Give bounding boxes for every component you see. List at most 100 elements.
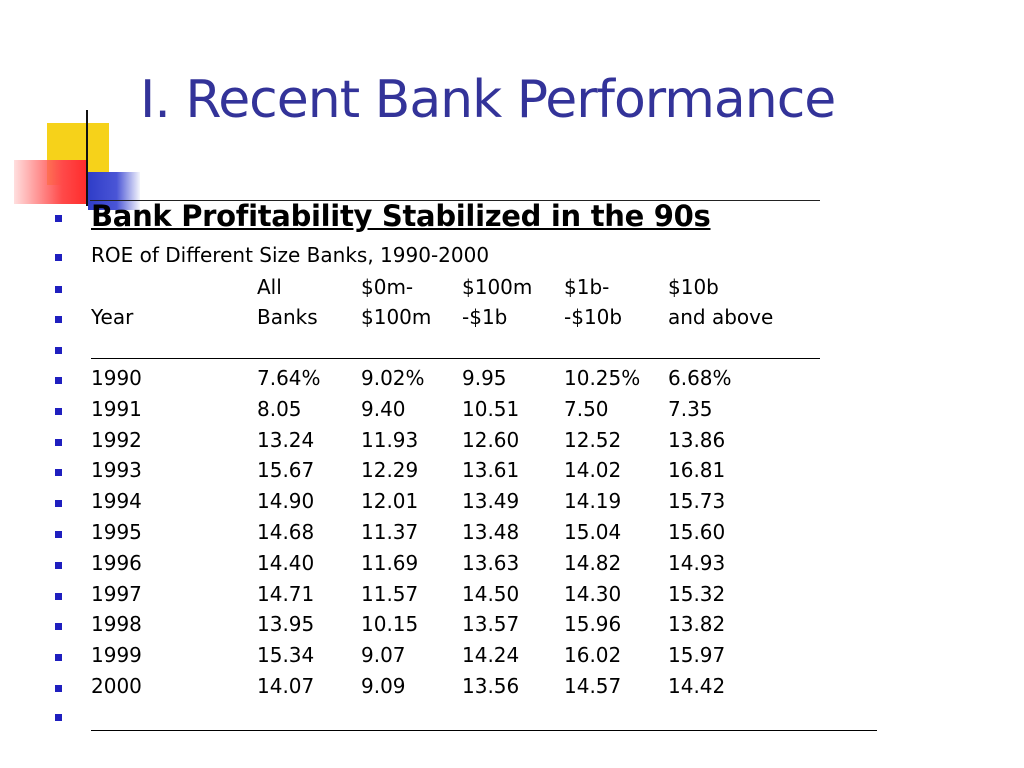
table-cell: 14.82 <box>564 550 622 575</box>
table-row: 1990 7.64% 9.02% 9.95 10.25% 6.68% <box>0 366 1024 396</box>
bullet-icon <box>55 469 62 477</box>
bullet-icon <box>55 347 62 354</box>
table-cell: 13.56 <box>462 674 520 698</box>
list-item-heading: Bank Profitability Stabilized in the 90s <box>0 199 1024 233</box>
table-cell: 15.67 <box>257 458 315 483</box>
table-cell: 9.95 <box>462 366 507 390</box>
bullet-icon <box>55 623 62 631</box>
table-cell: $100m <box>361 305 432 329</box>
table-cell: 14.30 <box>564 581 622 606</box>
table-cell: 14.57 <box>564 674 622 698</box>
table-cell: 13.82 <box>668 612 726 637</box>
table-cell: 10.15 <box>361 612 419 637</box>
table-cell: 6.68% <box>668 366 732 390</box>
table-header-row-1: All $0m- $100m $1b- $10b <box>0 275 1024 305</box>
table-cell: 14.19 <box>564 489 622 514</box>
table-cell: 13.63 <box>462 550 520 575</box>
bullet-icon <box>55 407 62 415</box>
table-row: 1999 15.34 9.07 14.24 16.02 15.97 <box>0 643 1024 673</box>
bullet-icon <box>55 438 62 446</box>
decor-red-square <box>14 160 88 204</box>
table-cell: 15.96 <box>564 612 622 637</box>
table-row: 1998 13.95 10.15 13.57 15.96 13.82 <box>0 612 1024 642</box>
table-cell: 16.02 <box>564 643 622 668</box>
table-cell: 1993 <box>91 458 142 483</box>
table-cell: 13.49 <box>462 489 520 514</box>
table-cell: $0m- <box>361 275 414 299</box>
table-cell: 12.60 <box>462 427 520 452</box>
table-cell: 1998 <box>91 612 142 637</box>
table-cell: 1999 <box>91 643 142 668</box>
table-cell: 14.24 <box>462 643 520 668</box>
table-row: 1997 14.71 11.57 14.50 14.30 15.32 <box>0 582 1024 612</box>
table-cell: 1991 <box>91 396 142 421</box>
table-cell: 1996 <box>91 550 142 575</box>
table-cell: 1992 <box>91 427 142 452</box>
table-divider <box>91 730 877 731</box>
table-cell: 12.29 <box>361 458 419 483</box>
table-cell: $1b- <box>564 275 610 299</box>
table-cell: 10.51 <box>462 396 520 421</box>
table-cell: 9.02% <box>361 366 425 390</box>
table-rule-bottom <box>0 703 1024 733</box>
decor-blue-square <box>88 172 140 210</box>
table-cell: 16.81 <box>668 458 726 483</box>
table-cell: -$1b <box>462 305 508 329</box>
bullet-icon <box>55 215 62 222</box>
table-rule-top <box>0 336 1024 366</box>
table-cell: -$10b <box>564 305 623 329</box>
bullet-icon <box>55 654 62 662</box>
table-cell: 14.50 <box>462 581 520 606</box>
table-cell: 13.24 <box>257 427 315 452</box>
table-cell: 15.34 <box>257 643 315 668</box>
table-cell: 11.93 <box>361 427 419 452</box>
table-cell: 15.73 <box>668 489 726 514</box>
table-cell: 11.37 <box>361 520 419 544</box>
table-cell: 15.04 <box>564 520 622 544</box>
table-cell: 11.57 <box>361 581 419 606</box>
table-cell: 12.01 <box>361 489 419 514</box>
table-cell: 1994 <box>91 489 142 514</box>
table-row: 1995 14.68 11.37 13.48 15.04 15.60 <box>0 520 1024 550</box>
table-cell: and above <box>668 305 774 329</box>
table-cell: 14.40 <box>257 550 315 575</box>
table-cell: 13.57 <box>462 612 520 637</box>
table-cell: 1990 <box>91 366 142 390</box>
table-cell: $100m <box>462 275 533 299</box>
table-divider <box>91 358 820 359</box>
table-caption: ROE of Different Size Banks, 1990-2000 <box>91 243 490 267</box>
list-item-subheading: ROE of Different Size Banks, 1990-2000 <box>0 243 1024 273</box>
table-cell: 14.90 <box>257 489 315 514</box>
table-cell: 8.05 <box>257 396 302 421</box>
table-header-row-2: Year Banks $100m -$1b -$10b and above <box>0 305 1024 335</box>
table-cell: 10.25% <box>564 366 641 390</box>
bullet-icon <box>55 592 62 600</box>
table-cell: 7.50 <box>564 396 609 421</box>
bullet-icon <box>55 531 62 538</box>
slide-title: I. Recent Bank Performance <box>140 70 836 130</box>
table-cell: All <box>257 275 282 299</box>
section-heading: Bank Profitability Stabilized in the 90s <box>91 199 711 233</box>
table-cell: 1997 <box>91 581 142 606</box>
table-cell: 14.02 <box>564 458 622 483</box>
table-cell: $10b <box>668 275 719 299</box>
table-cell: 14.93 <box>668 550 726 575</box>
decor-vertical-line <box>86 110 88 206</box>
table-row: 1992 13.24 11.93 12.60 12.52 13.86 <box>0 428 1024 458</box>
table-row: 1994 14.90 12.01 13.49 14.19 15.73 <box>0 489 1024 519</box>
table-cell: 2000 <box>91 674 142 698</box>
table-cell: 15.32 <box>668 581 726 606</box>
table-cell: 9.07 <box>361 643 406 668</box>
table-cell: 9.09 <box>361 674 406 698</box>
table-row: 1996 14.40 11.69 13.63 14.82 14.93 <box>0 551 1024 581</box>
table-cell: 13.95 <box>257 612 315 637</box>
table-cell: 15.97 <box>668 643 726 668</box>
table-cell: 11.69 <box>361 550 419 575</box>
table-row: 2000 14.07 9.09 13.56 14.57 14.42 <box>0 674 1024 704</box>
bullet-icon <box>55 316 62 323</box>
table-row: 1991 8.05 9.40 10.51 7.50 7.35 <box>0 397 1024 427</box>
table-cell: 12.52 <box>564 427 622 452</box>
bullet-icon <box>55 286 62 293</box>
table-cell: Banks <box>257 305 318 329</box>
decor-horizontal-line <box>90 200 820 201</box>
